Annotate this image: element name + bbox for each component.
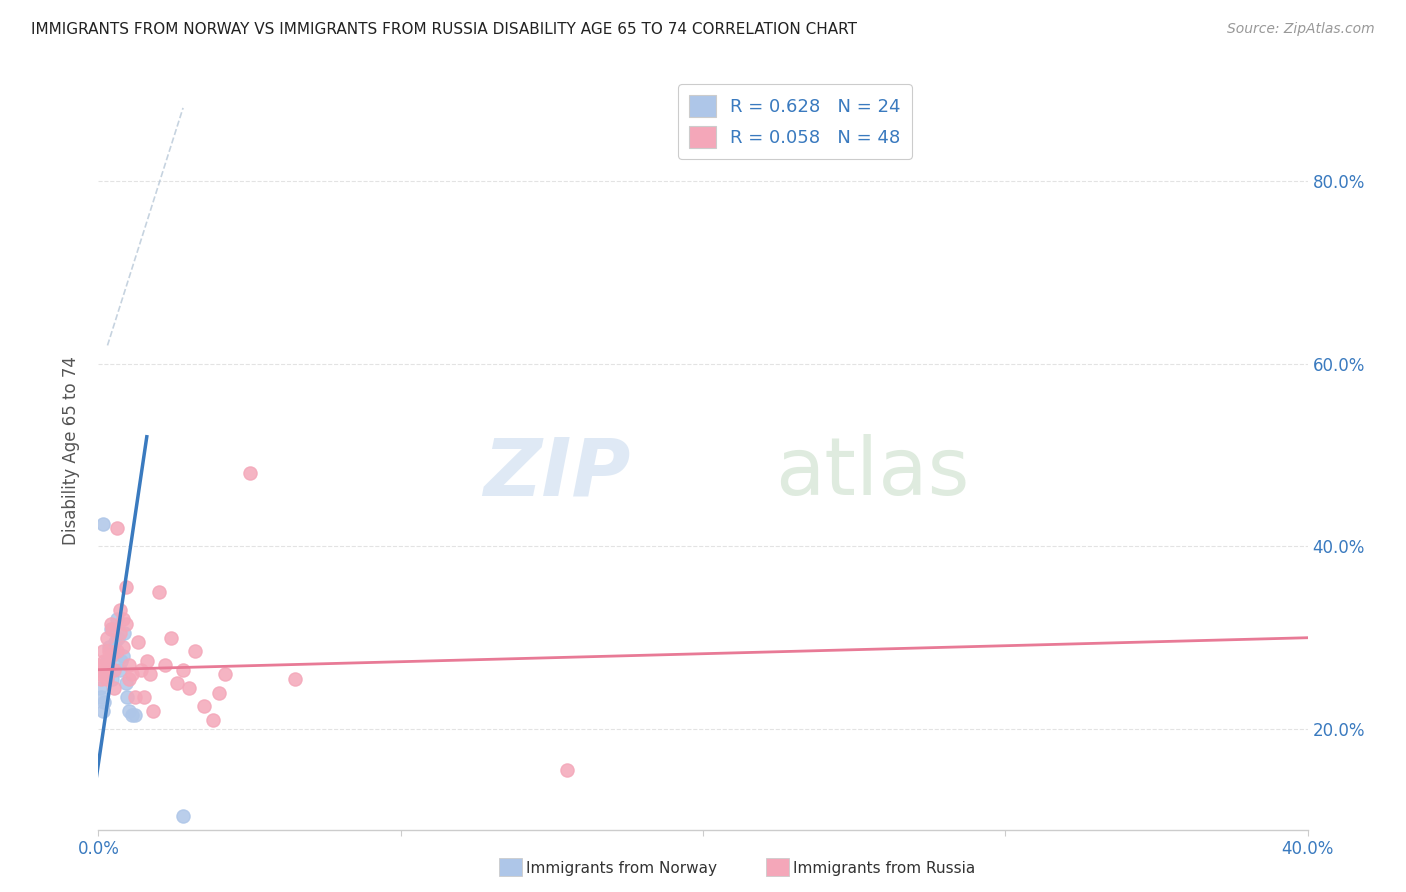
Point: [108, 663, 131, 677]
Point: [124, 690, 146, 705]
Point: [96, 654, 118, 668]
Point: [121, 667, 143, 681]
Point: [100, 622, 122, 636]
Point: [98, 644, 121, 658]
Point: [100, 617, 122, 632]
Point: [121, 708, 143, 723]
Point: [94, 667, 117, 681]
Point: [101, 672, 124, 686]
Point: [111, 640, 134, 654]
Point: [103, 681, 125, 695]
Point: [129, 663, 152, 677]
Point: [105, 644, 128, 658]
Point: [89, 658, 111, 673]
Point: [108, 603, 131, 617]
Point: [118, 704, 141, 718]
Point: [98, 640, 121, 654]
Point: [93, 663, 115, 677]
Point: [135, 654, 157, 668]
Point: [208, 685, 231, 699]
Point: [114, 581, 136, 595]
Point: [124, 708, 146, 723]
Point: [139, 667, 162, 681]
Point: [172, 663, 194, 677]
Point: [214, 667, 236, 681]
Point: [166, 676, 188, 690]
Point: [104, 635, 127, 649]
Point: [96, 672, 118, 686]
Point: [172, 809, 194, 823]
Text: ZIP: ZIP: [484, 434, 630, 512]
Text: Source: ZipAtlas.com: Source: ZipAtlas.com: [1227, 22, 1375, 37]
Point: [184, 644, 207, 658]
Point: [96, 631, 118, 645]
Point: [142, 704, 165, 718]
Point: [90, 690, 112, 705]
Point: [193, 699, 215, 714]
Point: [118, 672, 141, 686]
Point: [93, 695, 115, 709]
Point: [103, 663, 125, 677]
Point: [148, 585, 170, 599]
Legend: R = 0.628   N = 24, R = 0.058   N = 48: R = 0.628 N = 24, R = 0.058 N = 48: [678, 84, 911, 159]
Point: [239, 467, 262, 481]
Point: [118, 658, 141, 673]
Point: [110, 654, 132, 668]
Point: [91, 644, 114, 658]
Point: [90, 667, 112, 681]
Point: [179, 681, 201, 695]
Point: [90, 672, 112, 686]
Point: [91, 704, 114, 718]
Point: [105, 521, 128, 535]
Point: [202, 713, 225, 727]
Point: [153, 658, 176, 673]
Text: Immigrants from Russia: Immigrants from Russia: [793, 862, 976, 876]
Point: [114, 617, 136, 632]
Point: [103, 644, 125, 658]
Point: [108, 626, 131, 640]
Point: [105, 612, 128, 626]
Point: [160, 631, 183, 645]
Point: [115, 690, 138, 705]
Point: [555, 763, 578, 777]
Point: [100, 648, 122, 663]
Point: [284, 672, 307, 686]
Point: [127, 635, 149, 649]
Point: [94, 658, 117, 673]
Text: IMMIGRANTS FROM NORWAY VS IMMIGRANTS FROM RUSSIA DISABILITY AGE 65 TO 74 CORRELA: IMMIGRANTS FROM NORWAY VS IMMIGRANTS FRO…: [31, 22, 856, 37]
Point: [111, 648, 134, 663]
Point: [91, 516, 114, 531]
Point: [112, 626, 135, 640]
Point: [107, 631, 129, 645]
Text: atlas: atlas: [776, 434, 970, 512]
Point: [111, 612, 134, 626]
Point: [89, 663, 111, 677]
Point: [89, 681, 111, 695]
Point: [114, 676, 136, 690]
Y-axis label: Disability Age 65 to 74: Disability Age 65 to 74: [62, 356, 80, 545]
Text: Immigrants from Norway: Immigrants from Norway: [526, 862, 717, 876]
Point: [101, 622, 124, 636]
Point: [93, 654, 115, 668]
Point: [132, 690, 155, 705]
